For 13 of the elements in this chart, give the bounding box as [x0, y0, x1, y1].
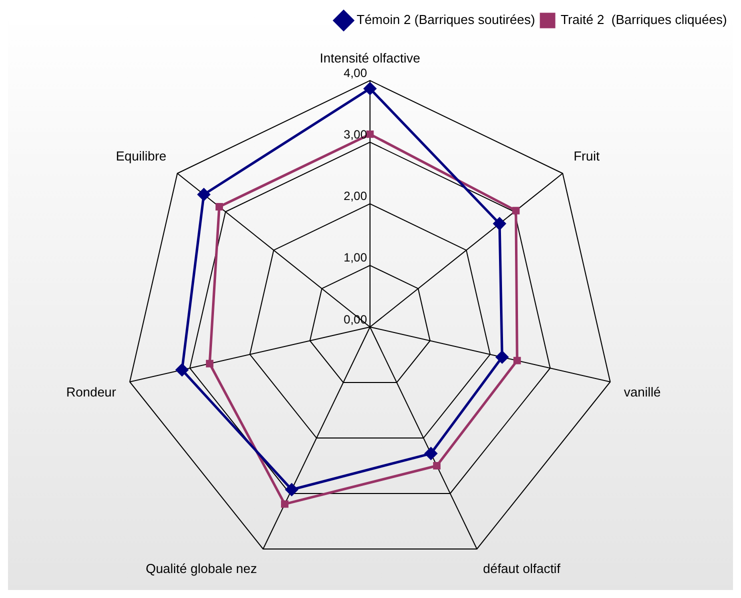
spoke-label: Fruit	[574, 148, 600, 164]
spoke-label: Qualité globale nez	[146, 560, 258, 576]
legend-label: Témoin 2 (Barriques soutirées)	[356, 12, 536, 28]
legend-label: Traité 2 (Barriques cliquées)	[560, 12, 728, 28]
spoke-label: Rondeur	[66, 384, 117, 400]
y-tick-label: 2,00	[344, 189, 368, 204]
spoke-label: Intensité olfactive	[320, 50, 420, 66]
y-tick-label: 1,00	[344, 250, 368, 265]
spoke-label: défaut olfactif	[482, 560, 561, 576]
y-tick-label: 3,00	[344, 128, 368, 142]
y-tick-label: 4,00	[344, 66, 368, 80]
spoke-label: Equilibre	[116, 148, 166, 164]
spoke-label: vanillé	[624, 384, 661, 400]
